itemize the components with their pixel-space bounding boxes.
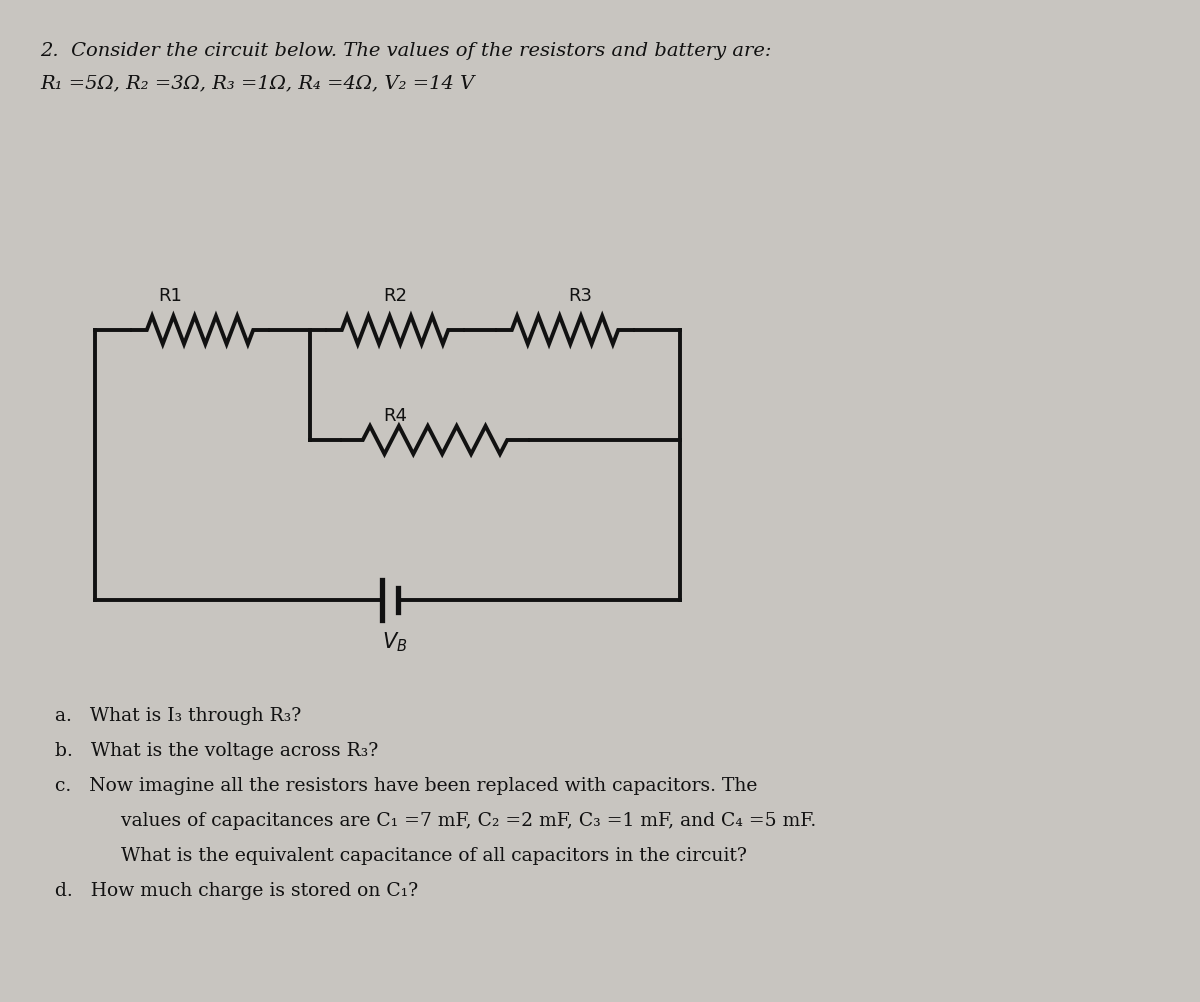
Text: d.   How much charge is stored on C₁?: d. How much charge is stored on C₁? (55, 882, 418, 900)
Text: R1: R1 (158, 287, 182, 305)
Text: a.   What is I₃ through R₃?: a. What is I₃ through R₃? (55, 707, 301, 725)
Text: R₁ =5Ω, R₂ =3Ω, R₃ =1Ω, R₄ =4Ω, V₂ =14 V: R₁ =5Ω, R₂ =3Ω, R₃ =1Ω, R₄ =4Ω, V₂ =14 V (40, 74, 474, 92)
Text: R4: R4 (383, 407, 407, 425)
Text: R3: R3 (568, 287, 592, 305)
Text: $\mathit{V}_{\mathit{B}}$: $\mathit{V}_{\mathit{B}}$ (383, 630, 408, 653)
Text: 2.  Consider the circuit below. The values of the resistors and battery are:: 2. Consider the circuit below. The value… (40, 42, 772, 60)
Text: R2: R2 (383, 287, 407, 305)
Text: values of capacitances are C₁ =7 mF, C₂ =2 mF, C₃ =1 mF, and C₄ =5 mF.: values of capacitances are C₁ =7 mF, C₂ … (85, 812, 816, 830)
Text: c.   Now imagine all the resistors have been replaced with capacitors. The: c. Now imagine all the resistors have be… (55, 777, 757, 795)
Text: What is the equivalent capacitance of all capacitors in the circuit?: What is the equivalent capacitance of al… (85, 847, 746, 865)
Text: b.   What is the voltage across R₃?: b. What is the voltage across R₃? (55, 742, 378, 760)
